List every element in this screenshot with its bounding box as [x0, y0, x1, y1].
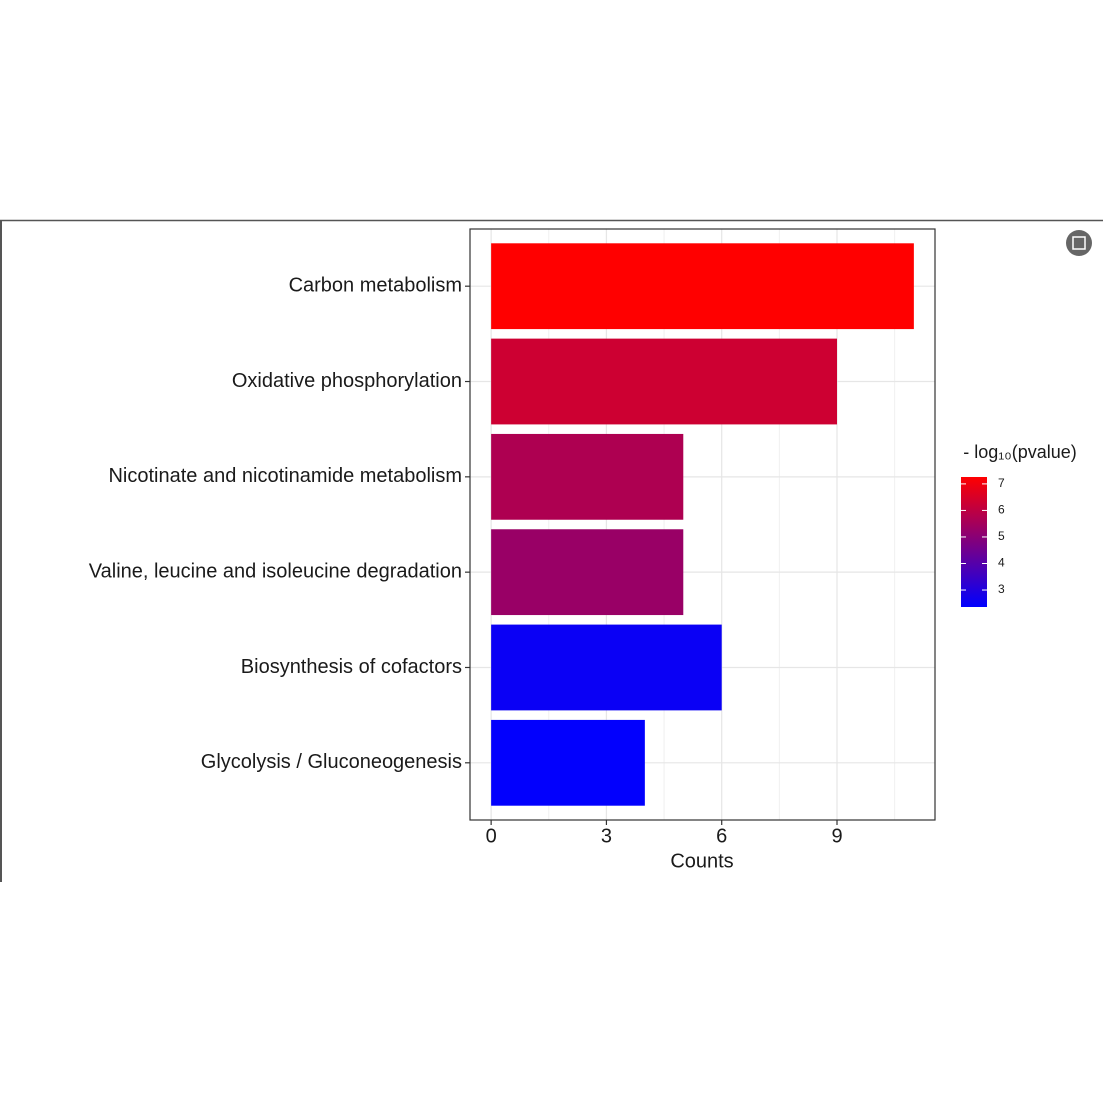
- bar: [491, 243, 914, 330]
- colorbar-tick-label: 6: [998, 503, 1005, 517]
- colorbar: [961, 477, 987, 607]
- colorbar-title: - log₁₀(pvalue): [963, 442, 1077, 462]
- bar: [491, 433, 684, 520]
- colorbar-tick-label: 3: [998, 582, 1005, 596]
- panel-border: [469, 228, 936, 821]
- y-tick-label: Valine, leucine and isoleucine degradati…: [89, 560, 462, 582]
- bar: [491, 529, 684, 616]
- x-axis-label: Counts: [670, 850, 733, 872]
- x-tick-label: 9: [831, 825, 842, 847]
- y-tick-label: Glycolysis / Gluconeogenesis: [201, 751, 462, 773]
- x-tick-label: 6: [716, 825, 727, 847]
- expand-icon[interactable]: [1066, 230, 1092, 256]
- expand-icon-glyph: [1072, 236, 1086, 250]
- colorbar-tick-label: 5: [998, 529, 1005, 543]
- bar: [491, 338, 838, 425]
- plot: Carbon metabolism Oxidative phosphorylati…: [89, 228, 936, 847]
- y-tick-label: Biosynthesis of cofactors: [241, 656, 462, 678]
- x-tick-label: 3: [601, 825, 612, 847]
- y-tick-label: Nicotinate and nicotinamide metabolism: [108, 465, 462, 487]
- colorbar-tick-label: 7: [998, 476, 1005, 490]
- bar: [491, 719, 645, 806]
- bar: [491, 624, 722, 711]
- colorbar-tick-label: 4: [998, 556, 1005, 570]
- y-tick-label: Oxidative phosphorylation: [232, 370, 462, 392]
- y-tick-label: Carbon metabolism: [289, 274, 462, 296]
- x-tick-label: 0: [486, 825, 497, 847]
